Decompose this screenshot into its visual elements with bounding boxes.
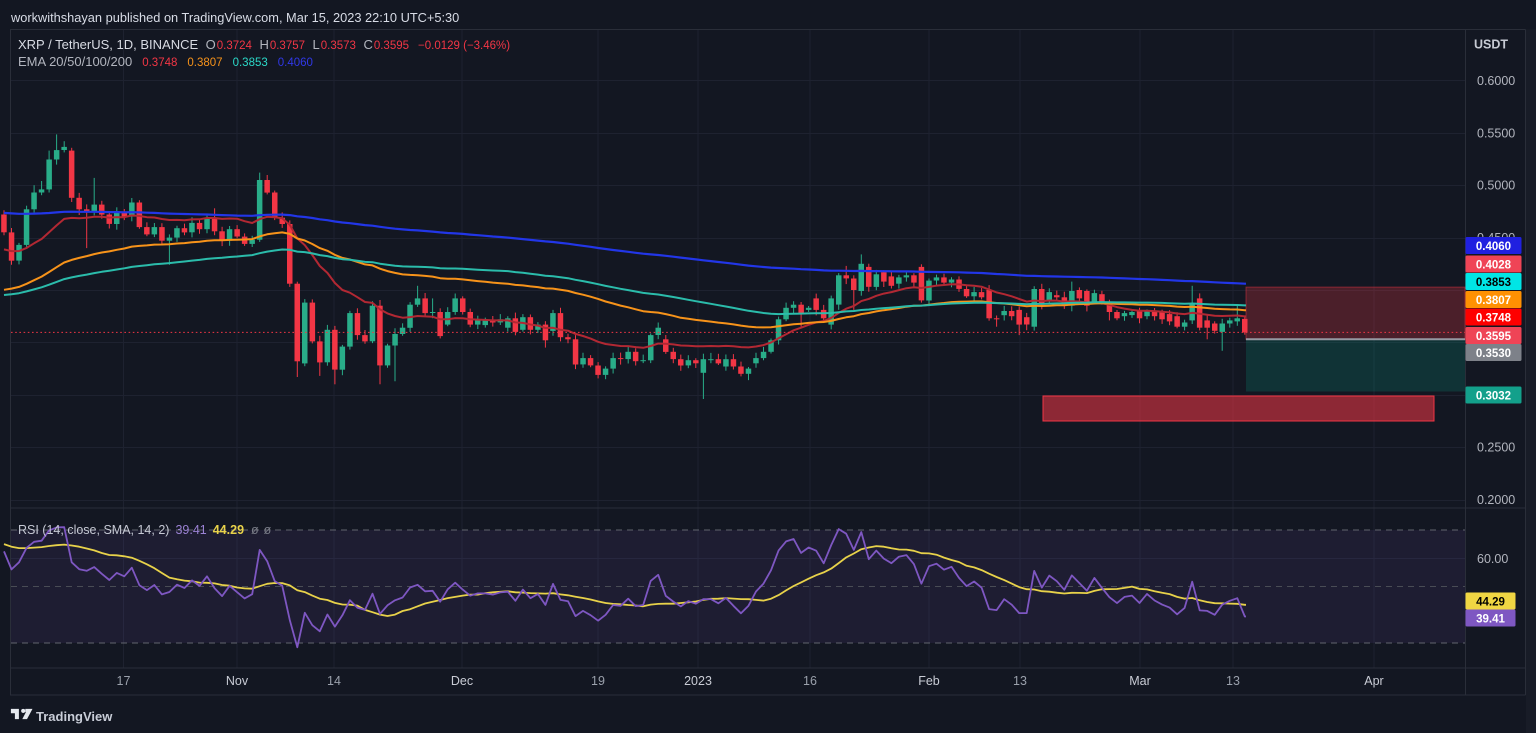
svg-text:44.29: 44.29 bbox=[1476, 596, 1505, 608]
svg-text:19: 19 bbox=[591, 674, 605, 688]
svg-text:0.4060: 0.4060 bbox=[1476, 241, 1511, 253]
svg-text:0.3530: 0.3530 bbox=[1476, 348, 1511, 360]
svg-text:Nov: Nov bbox=[226, 674, 249, 688]
svg-text:0.4028: 0.4028 bbox=[1476, 259, 1512, 271]
svg-text:USDT: USDT bbox=[1474, 38, 1508, 52]
svg-text:Apr: Apr bbox=[1364, 674, 1383, 688]
svg-text:2023: 2023 bbox=[684, 674, 712, 688]
svg-text:0.2000: 0.2000 bbox=[1477, 493, 1515, 507]
svg-text:TradingView: TradingView bbox=[36, 709, 113, 724]
svg-text:workwithshayan published on Tr: workwithshayan published on TradingView.… bbox=[10, 10, 459, 25]
svg-text:0.3595: 0.3595 bbox=[1476, 331, 1512, 343]
svg-text:17: 17 bbox=[117, 674, 131, 688]
svg-text:0.3807: 0.3807 bbox=[1476, 295, 1511, 307]
svg-text:0.3853: 0.3853 bbox=[1476, 277, 1511, 289]
svg-text:13: 13 bbox=[1226, 674, 1240, 688]
svg-text:14: 14 bbox=[327, 674, 341, 688]
svg-text:Feb: Feb bbox=[918, 674, 940, 688]
svg-text:RSI (14, close, SMA, 14, 2)39.: RSI (14, close, SMA, 14, 2) 39.41 44.29 ø ø bbox=[18, 523, 272, 537]
svg-text:0.3032: 0.3032 bbox=[1476, 390, 1511, 402]
svg-text:39.41: 39.41 bbox=[1476, 613, 1505, 625]
svg-text:0.5500: 0.5500 bbox=[1477, 126, 1515, 140]
svg-text:Dec: Dec bbox=[451, 674, 473, 688]
svg-text:60.00: 60.00 bbox=[1477, 552, 1508, 566]
svg-text:0.5000: 0.5000 bbox=[1477, 179, 1515, 193]
svg-text:0.6000: 0.6000 bbox=[1477, 74, 1515, 88]
svg-text:0.3748: 0.3748 bbox=[1476, 312, 1512, 324]
svg-text:13: 13 bbox=[1013, 674, 1027, 688]
svg-text:Mar: Mar bbox=[1129, 674, 1151, 688]
svg-text:0.2500: 0.2500 bbox=[1477, 441, 1515, 455]
svg-text:16: 16 bbox=[803, 674, 817, 688]
